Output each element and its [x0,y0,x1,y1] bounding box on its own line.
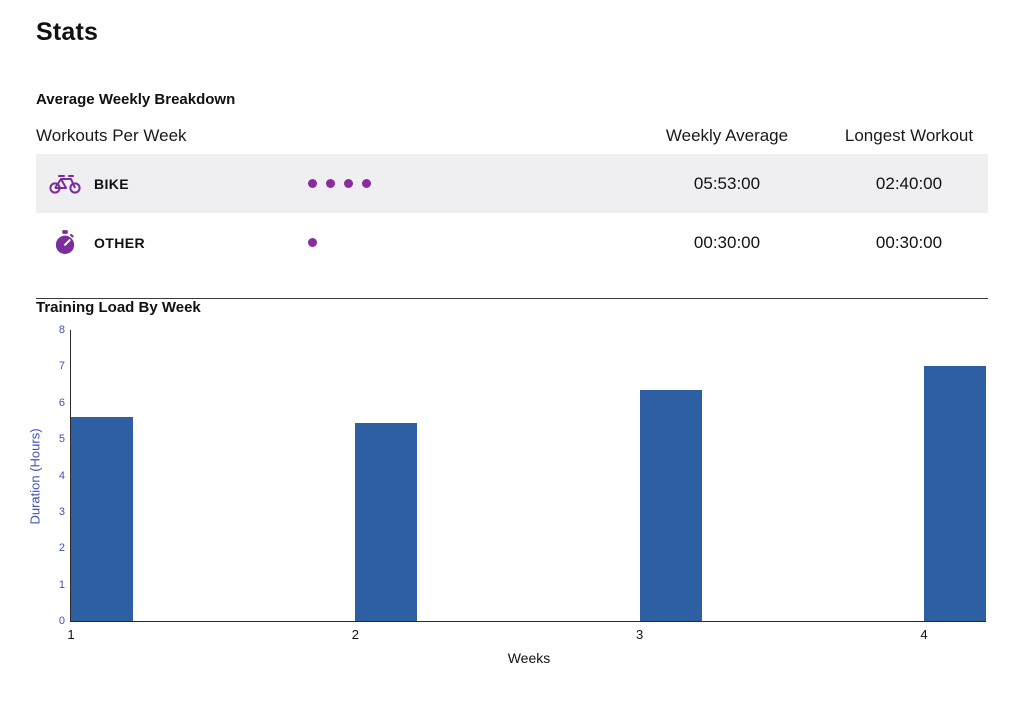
y-tick-label: 8 [58,324,65,336]
page-title: Stats [36,18,99,46]
bar-week-4 [924,366,986,621]
y-tick-label: 5 [58,433,65,446]
breakdown-table-header: Workouts Per Week Weekly Average Longest… [36,118,988,154]
workout-dot [326,179,335,188]
workout-dot [344,179,353,188]
col-header-weekly-average: Weekly Average [665,126,789,145]
x-tick-label: 4 [920,627,928,642]
sport-label: BIKE [94,175,130,192]
weekly-average-value: 00:30:00 [693,232,761,252]
bar-week-1 [71,417,133,621]
training-load-section-title: Training Load By Week [36,299,201,316]
bar-week-2 [355,422,418,621]
x-tick-label: 3 [636,627,644,642]
x-tick-label: 1 [67,627,75,642]
stats-page: Stats Average Weekly Breakdown Workouts … [28,18,988,666]
longest-workout-value: 02:40:00 [875,173,943,193]
bike-icon [48,173,82,195]
y-tick-label: 2 [58,542,65,555]
workout-dot [362,179,371,188]
workout-dots [308,238,624,247]
bar-week-3 [639,390,702,621]
x-tick-label: 2 [351,627,359,642]
training-load-section: Training Load By Week Duration (Hours) 0… [28,299,988,666]
col-header-longest-workout: Longest Workout [844,126,974,145]
weekly-average-value: 05:53:00 [693,173,761,193]
workout-dot [308,238,317,247]
workout-dots [308,179,624,188]
y-tick-label: 6 [58,396,65,409]
table-row-bike: BIKE 05:53:00 02:40:00 [36,154,988,213]
x-axis-label: Weeks [507,650,551,666]
y-tick-label: 1 [58,578,65,591]
section-divider [36,298,988,299]
longest-workout-value: 00:30:00 [875,232,943,252]
y-tick-label: 0 [58,615,65,627]
workout-dot [308,179,317,188]
y-tick-label: 3 [58,505,65,518]
sport-label: OTHER [94,234,145,251]
table-row-other: OTHER 00:30:00 00:30:00 [36,213,988,272]
stopwatch-icon [48,229,82,256]
y-tick-label: 4 [58,469,65,482]
weekly-breakdown-section: Average Weekly Breakdown Workouts Per We… [36,91,988,272]
breakdown-section-title: Average Weekly Breakdown [36,91,236,108]
col-header-workouts: Workouts Per Week [36,126,187,145]
y-tick-label: 7 [58,360,65,373]
